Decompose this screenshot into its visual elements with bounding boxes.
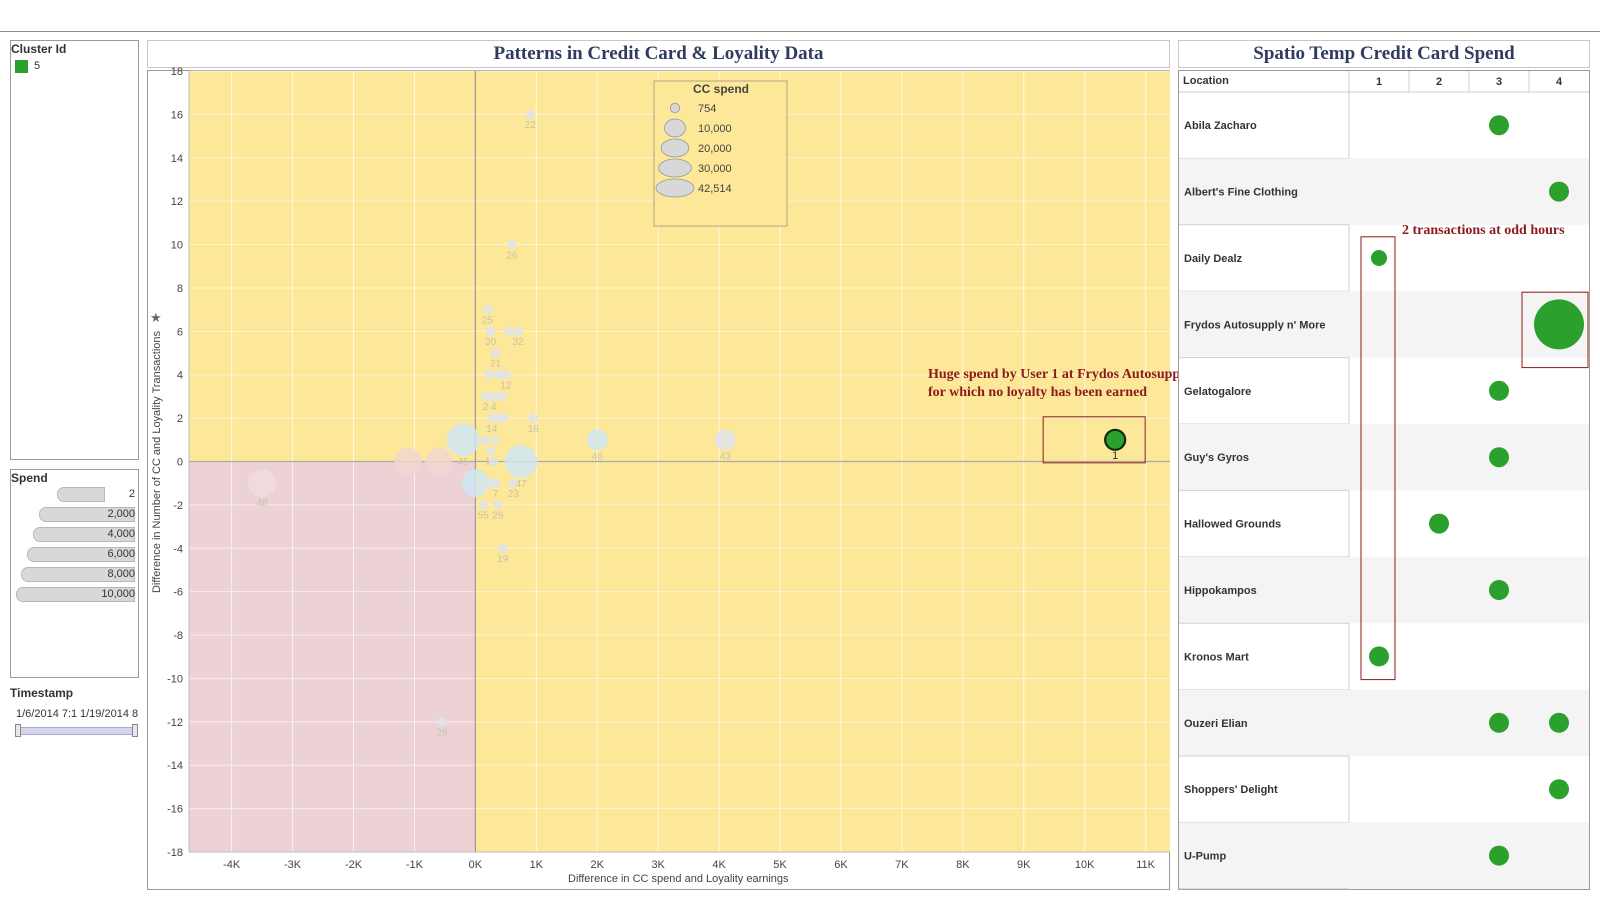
spend-item[interactable]: 4,000 xyxy=(15,527,135,542)
spend-item-label: 10,000 xyxy=(101,588,135,600)
spend-item[interactable]: 10,000 xyxy=(15,587,135,602)
cluster-legend-label[interactable]: 5 xyxy=(34,60,41,72)
spend-item-label: 4,000 xyxy=(107,528,135,540)
annotation-line-1: Huge spend by User 1 at Frydos Autosuppl… xyxy=(928,367,1192,382)
timestamp-slider-end-handle[interactable] xyxy=(132,724,138,737)
odd-hours-annotation: 2 transactions at odd hours xyxy=(1402,223,1565,238)
spend-bar xyxy=(33,527,135,542)
x-axis-title: Difference in CC spend and Loyality earn… xyxy=(568,873,789,885)
spend-item[interactable]: 8,000 xyxy=(15,567,135,582)
spend-item[interactable]: 2 xyxy=(15,487,135,502)
timestamp-end: 1/19/2014 8 xyxy=(80,708,139,720)
spatio-temp-panel xyxy=(1178,70,1590,890)
timestamp-filter-title: Timestamp xyxy=(10,686,74,700)
y-axis-title: Difference in Number of CC and Loyality … xyxy=(151,330,163,594)
cluster-filter-panel: Cluster Id 5 xyxy=(10,40,139,460)
timestamp-slider-start-handle[interactable] xyxy=(15,724,21,737)
spend-item[interactable]: 2,000 xyxy=(15,507,135,522)
spend-item-label: 2,000 xyxy=(107,508,135,520)
spend-bar xyxy=(57,487,105,502)
spend-bar xyxy=(39,507,135,522)
spend-item-label: 8,000 xyxy=(107,568,135,580)
timestamp-filter: Timestamp 1/6/2014 7:1 1/19/2014 8 xyxy=(10,684,139,744)
main-chart-panel xyxy=(147,70,1170,890)
pin-icon[interactable]: ★ xyxy=(150,310,162,325)
spend-item-label: 2 xyxy=(128,488,135,500)
timestamp-start: 1/6/2014 7:1 xyxy=(16,708,78,720)
dashboard-frame xyxy=(0,31,1600,898)
spend-item-label: 6,000 xyxy=(107,548,135,560)
spend-filter-title: Spend xyxy=(11,471,48,485)
annotation-line-2: for which no loyalty has been earned xyxy=(928,385,1148,400)
spend-bar xyxy=(21,567,135,582)
spend-bar xyxy=(16,587,135,602)
main-chart-title: Patterns in Credit Card & Loyality Data xyxy=(147,40,1170,68)
spend-filter-panel: Spend 2 2,000 4,000 6,000 8,000 10,000 xyxy=(10,469,139,678)
main-chart-annotation: Huge spend by User 1 at Frydos Autosuppl… xyxy=(928,366,1191,402)
cluster-legend-swatch[interactable] xyxy=(15,60,28,73)
timestamp-slider-track[interactable] xyxy=(16,727,134,735)
spend-item[interactable]: 6,000 xyxy=(15,547,135,562)
spend-bar xyxy=(27,547,135,562)
spatio-temp-title: Spatio Temp Credit Card Spend xyxy=(1178,40,1590,68)
cluster-filter-title: Cluster Id xyxy=(11,42,67,56)
location-column-header: Location xyxy=(1183,75,1229,87)
